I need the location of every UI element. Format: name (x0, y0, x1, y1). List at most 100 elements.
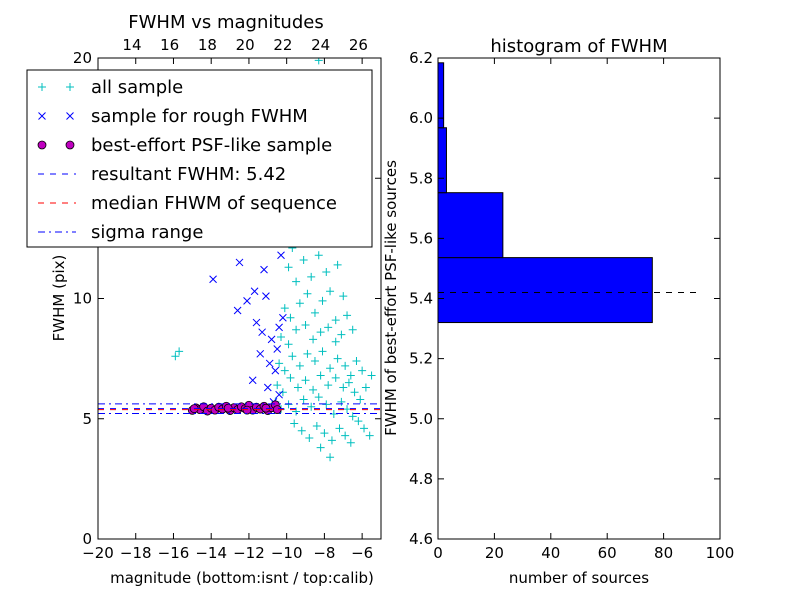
all-sample-point (284, 340, 293, 349)
all-sample-point (295, 299, 304, 308)
all-sample-point (292, 407, 301, 416)
y-tick-label: 20 (73, 49, 92, 67)
scatter-title: FWHM vs magnitudes (128, 12, 323, 33)
all-sample-point (303, 289, 312, 298)
all-sample-point (310, 308, 319, 317)
rough-fwhm-point (235, 258, 244, 267)
rough-fwhm-point (279, 313, 287, 322)
legend-box (26, 69, 373, 248)
hist-y-tick-label: 5.8 (409, 169, 433, 187)
all-sample-point (335, 424, 344, 433)
all-sample-point (286, 313, 295, 322)
all-sample-point (286, 373, 295, 382)
y-tick-label: 10 (73, 290, 92, 308)
all-sample-point (314, 58, 323, 65)
all-sample-point (348, 325, 357, 334)
rough-fwhm-point (248, 376, 257, 385)
legend-label: sigma range (91, 222, 203, 243)
all-sample-point (280, 366, 289, 375)
all-sample-point (367, 371, 376, 380)
hist-y-tick-label: 4.8 (409, 470, 433, 488)
top-tick-label: 24 (311, 36, 330, 54)
all-sample-point (326, 453, 335, 462)
rough-fwhm-point (265, 359, 274, 368)
all-sample-point (297, 426, 306, 435)
x-tick-label: −8 (313, 544, 335, 562)
all-sample-point (341, 361, 350, 370)
all-sample-point (365, 431, 374, 440)
all-sample-point (316, 443, 325, 452)
histogram-bar (437, 257, 653, 324)
all-sample-point (352, 357, 361, 366)
all-sample-point (273, 381, 282, 390)
rough-fwhm-point (275, 390, 283, 399)
all-sample-point (284, 263, 293, 272)
all-sample-point (339, 383, 348, 392)
legend-label: best-effort PSF-like sample (91, 135, 332, 156)
scatter-y-axis-label: FWHM (pix) (50, 255, 68, 342)
hist-x-tick-label: 100 (706, 544, 735, 562)
all-sample-point (358, 366, 367, 375)
all-sample-point (337, 330, 346, 339)
legend-entry: all sample (38, 77, 183, 98)
rough-fwhm-point (256, 349, 265, 358)
all-sample-point (348, 412, 357, 421)
all-sample-point (175, 347, 184, 356)
all-sample-point (314, 393, 323, 402)
all-sample-point (322, 268, 331, 277)
legend-marker (37, 140, 47, 150)
all-sample-point (318, 347, 327, 356)
hist-y-tick-label: 6.0 (409, 109, 433, 127)
legend-entry: sigma range (38, 222, 203, 243)
all-sample-point (331, 373, 340, 382)
all-sample-point (327, 436, 336, 445)
hist-x-tick-label: 60 (598, 544, 617, 562)
top-tick-label: 18 (198, 36, 217, 54)
histogram-bar (437, 192, 504, 259)
rough-fwhm-point (250, 287, 259, 296)
legend-label: sample for rough FWHM (91, 106, 308, 127)
all-sample-point (324, 323, 333, 332)
top-tick-label: 22 (273, 36, 292, 54)
rough-fwhm-point (271, 366, 280, 375)
all-sample-point (290, 419, 299, 428)
all-sample-point (171, 352, 180, 361)
all-sample-point (331, 316, 340, 325)
top-axis-ticks: 14 16 18 20 22 24 26 (122, 36, 367, 54)
all-sample-point (331, 337, 340, 346)
all-sample-point (301, 320, 310, 329)
all-sample-point (301, 376, 310, 385)
legend-marker (65, 140, 75, 150)
x-tick-label: −16 (158, 544, 190, 562)
legend: all sample sample for rough FWHM best-effo… (26, 69, 373, 248)
hist-y-tick-label: 5.0 (409, 410, 433, 428)
all-sample-point (312, 421, 321, 430)
all-sample-point (346, 438, 355, 447)
all-sample-point (324, 381, 333, 390)
all-sample-point (292, 277, 301, 286)
all-sample-point (341, 431, 350, 440)
all-sample-point (333, 260, 342, 269)
all-sample-point (299, 256, 308, 265)
all-sample-point (277, 332, 286, 341)
rough-fwhm-point (252, 318, 261, 327)
all-sample-point (314, 251, 323, 260)
hist-x-tick-label: 20 (485, 544, 504, 562)
all-sample-point (339, 292, 348, 301)
x-tick-label: −20 (82, 544, 114, 562)
histogram-bar (437, 127, 447, 194)
all-sample-point (310, 357, 319, 366)
legend-entry: resultant FWHM: 5.42 (38, 164, 286, 185)
legend-label: resultant FWHM: 5.42 (91, 164, 286, 185)
all-sample-point (280, 304, 289, 313)
all-sample-point (295, 361, 304, 370)
legend-marker (66, 83, 74, 91)
all-sample-point (307, 402, 316, 411)
all-sample-point (288, 352, 297, 361)
all-sample-point (360, 424, 369, 433)
all-sample-point (337, 397, 346, 406)
rough-fwhm-point (263, 383, 272, 392)
all-sample-point (275, 359, 284, 368)
scatter-panel: FWHM vs magnitudes 14 16 18 20 22 24 26 −20 −18… (26, 12, 382, 587)
